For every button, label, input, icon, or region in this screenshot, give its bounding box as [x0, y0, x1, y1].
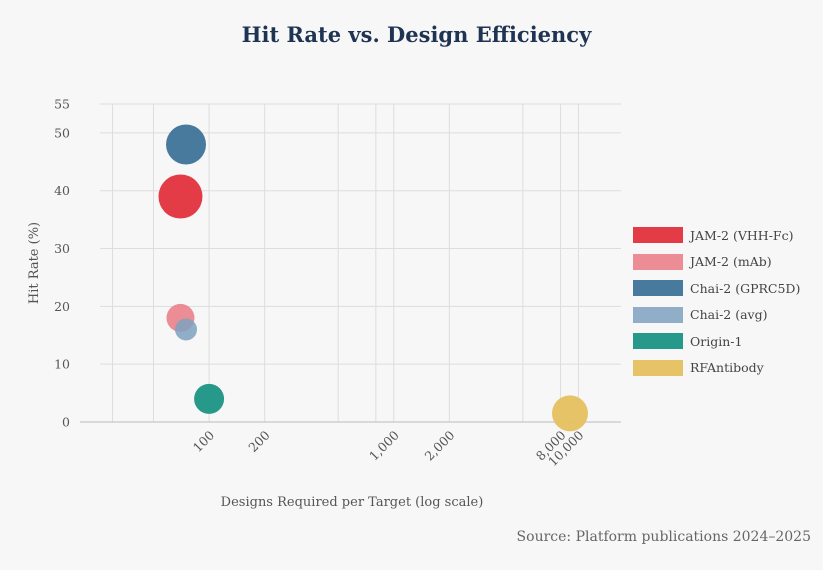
point-rfantibody: [551, 395, 588, 432]
point-chai-2-avg: [175, 318, 198, 341]
legend-item-rfantibody: RFAntibody: [633, 355, 800, 382]
point-chai-2-gprc5d: [166, 124, 207, 165]
point-jam-2-vhh-fc: [158, 174, 203, 219]
legend-swatch: [633, 359, 683, 376]
point-origin-1: [194, 383, 225, 414]
x-axis-label: Designs Required per Target (log scale): [221, 495, 484, 510]
source-note: Source: Platform publications 2024–2025: [516, 529, 811, 545]
legend-label: Chai-2 (avg): [690, 307, 768, 323]
y-axis-label: Hit Rate (%): [27, 222, 42, 304]
legend-item-chai-2-avg: Chai-2 (avg): [633, 302, 800, 329]
y-tick-label: 0: [62, 415, 70, 430]
legend-label: RFAntibody: [690, 360, 764, 376]
legend-item-jam-2-vhh-fc: JAM-2 (VHH-Fc): [633, 222, 800, 249]
x-tick-label: 1,000: [366, 427, 402, 463]
legend-item-chai-2-gprc5d: Chai-2 (GPRC5D): [633, 275, 800, 302]
x-tick-label: 100: [190, 427, 218, 455]
legend-label: Origin-1: [690, 333, 743, 349]
y-tick-label: 40: [54, 183, 70, 198]
y-tick-label: 30: [54, 241, 70, 256]
y-tick-label: 20: [54, 299, 70, 314]
y-tick-label: 55: [54, 97, 70, 112]
legend-label: JAM-2 (mAb): [690, 254, 772, 270]
legend: JAM-2 (VHH-Fc) JAM-2 (mAb) Chai-2 (GPRC5D)…: [633, 222, 800, 381]
y-tick-label: 10: [54, 357, 70, 372]
chart-title: Hit Rate vs. Design Efficiency: [241, 22, 592, 47]
x-tick-label: 2,000: [422, 427, 458, 463]
legend-label: JAM-2 (VHH-Fc): [690, 227, 794, 243]
x-tick-label: 200: [245, 427, 273, 455]
y-tick-label: 50: [54, 125, 70, 140]
legend-item-origin-1: Origin-1: [633, 328, 800, 355]
legend-item-jam-2-mab: JAM-2 (mAb): [633, 249, 800, 276]
data-points: [158, 124, 588, 432]
legend-swatch: [633, 280, 683, 297]
legend-swatch: [633, 306, 683, 323]
legend-swatch: [633, 333, 683, 350]
legend-swatch: [633, 253, 683, 270]
legend-swatch: [633, 227, 683, 244]
legend-label: Chai-2 (GPRC5D): [690, 280, 801, 296]
